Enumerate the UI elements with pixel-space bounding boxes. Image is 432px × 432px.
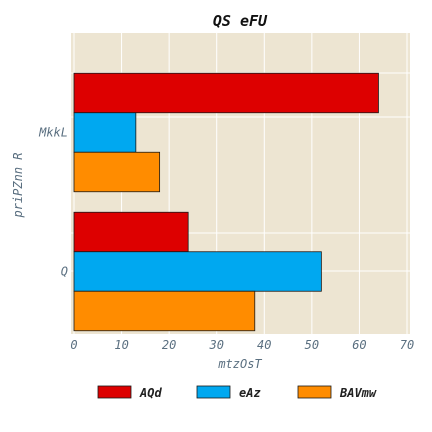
bar-BAVmw-MkkL — [73, 151, 161, 193]
y-tick-labels: MkkL Q — [38, 126, 68, 279]
legend-swatch-BAVmw — [297, 385, 332, 399]
y-tick-label: MkkL — [38, 126, 68, 140]
x-tick-label: 20 — [162, 338, 176, 352]
legend-label-eAz: eAz — [239, 386, 261, 400]
legend-label-BAVmw: BAVmw — [339, 386, 377, 400]
x-tick-label: 10 — [114, 338, 128, 352]
x-tick-label: 60 — [352, 338, 366, 352]
bar-AQd-MkkL — [73, 72, 379, 114]
bars — [73, 72, 379, 332]
x-tick-label: 50 — [305, 338, 319, 352]
y-tick-label: Q — [61, 265, 68, 279]
y-axis-label: priPZnn R — [11, 152, 25, 218]
x-tick-label: 30 — [208, 338, 223, 352]
bar-AQd-Q — [73, 211, 189, 253]
legend: AQd eAz BAVmw — [97, 385, 377, 400]
bar-eAz-MkkL — [73, 112, 137, 153]
legend-swatch-eAz — [196, 385, 231, 399]
bar-eAz-Q — [73, 251, 322, 292]
x-axis-label: mtzOsT — [217, 357, 262, 371]
legend-swatch-AQd — [97, 385, 132, 399]
bar-BAVmw-Q — [73, 290, 256, 332]
legend-label-AQd: AQd — [139, 386, 162, 400]
chart-title: QS eFU — [213, 12, 268, 30]
x-tick-labels: 0 10 20 30 40 50 60 70 — [70, 338, 414, 352]
x-tick-label: 70 — [400, 338, 414, 352]
x-tick-label: 0 — [70, 338, 77, 352]
x-tick-label: 40 — [257, 338, 271, 352]
